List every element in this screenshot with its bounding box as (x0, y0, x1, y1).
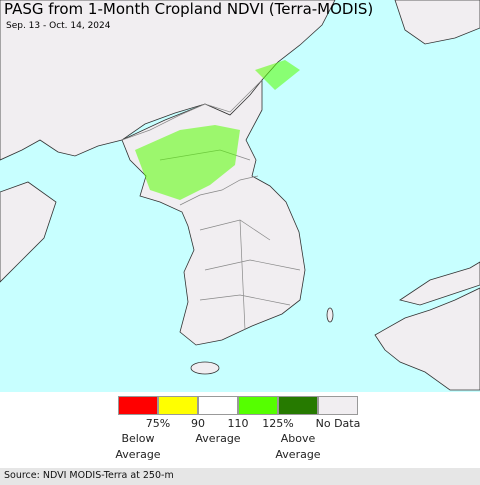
legend-tick-label: 110 (227, 417, 249, 430)
legend-no-data-label: No Data (315, 417, 361, 430)
legend-tick-label: 75% (145, 417, 171, 430)
japan-north (399, 261, 480, 306)
legend-group-label: Below Average (115, 432, 161, 461)
mainland (0, 0, 336, 161)
legend-tick-label: 90 (191, 417, 205, 430)
shandong (0, 181, 57, 283)
china-korea-border (121, 79, 263, 141)
japan (374, 287, 480, 391)
jeju (190, 361, 220, 375)
vegetation (135, 60, 300, 200)
legend-swatch (238, 396, 278, 415)
tsushima (326, 307, 334, 323)
map (0, 0, 480, 392)
legend-tick-label: 125% (262, 417, 294, 430)
legend-swatch (118, 396, 158, 415)
legend-swatch (158, 396, 198, 415)
provinces (159, 149, 301, 331)
title: PASG from 1-Month Cropland NDVI (Terra-M… (4, 0, 374, 18)
source: Source: NDVI MODIS-Terra at 250-m (4, 470, 174, 481)
subtitle: Sep. 13 - Oct. 14, 2024 (6, 21, 111, 31)
legend-group-label: Average (195, 432, 241, 445)
legend-group-label: Above Average (275, 432, 321, 461)
footer: Source: NDVI MODIS-Terra at 250-m (0, 468, 480, 485)
legend-swatch (198, 396, 238, 415)
legend-swatch (318, 396, 358, 415)
russia (394, 0, 480, 45)
legend-swatch (278, 396, 318, 415)
dmz (179, 175, 259, 206)
